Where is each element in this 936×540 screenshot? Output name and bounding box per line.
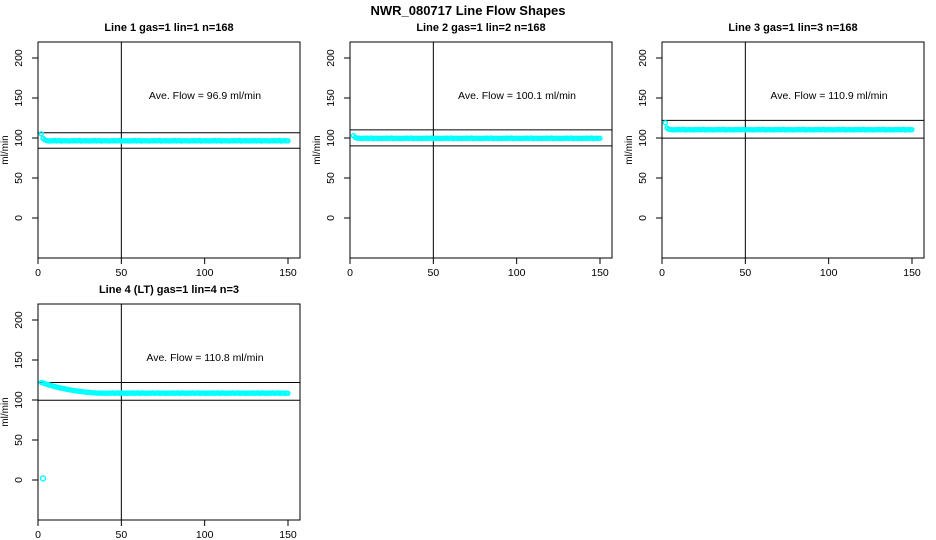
y-axis: 0 50 100 150 200 bbox=[13, 49, 38, 221]
plot-box bbox=[37, 303, 301, 521]
svg-text:100: 100 bbox=[13, 391, 25, 409]
svg-text:100: 100 bbox=[13, 129, 25, 147]
svg-text:200: 200 bbox=[13, 49, 25, 67]
svg-text:100: 100 bbox=[637, 129, 649, 147]
svg-text:50: 50 bbox=[115, 267, 127, 279]
svg-text:0: 0 bbox=[13, 477, 25, 483]
svg-text:50: 50 bbox=[115, 529, 127, 540]
plot-box bbox=[661, 41, 925, 259]
ave-flow-annotation: Ave. Flow = 110.9 ml/min bbox=[770, 90, 887, 102]
x-axis: 0 50 100 150 bbox=[347, 258, 609, 279]
svg-text:150: 150 bbox=[13, 89, 25, 107]
data-points bbox=[350, 132, 603, 142]
svg-text:150: 150 bbox=[13, 351, 25, 369]
svg-text:50: 50 bbox=[427, 267, 439, 279]
svg-text:100: 100 bbox=[508, 267, 526, 279]
subplot-line-2: 0 50 100 150 0 50 100 150 200 ml/min Line 2 gas=1 … bbox=[312, 22, 613, 279]
svg-text:50: 50 bbox=[637, 172, 649, 184]
svg-text:150: 150 bbox=[637, 89, 649, 107]
data-points bbox=[38, 379, 291, 482]
ave-flow-annotation: Ave. Flow = 110.8 ml/min bbox=[146, 352, 263, 364]
svg-text:150: 150 bbox=[591, 267, 609, 279]
y-axis-label: ml/min bbox=[0, 135, 11, 164]
ave-flow-annotation: Ave. Flow = 96.9 ml/min bbox=[149, 90, 261, 102]
y-axis: 0 50 100 150 200 bbox=[637, 49, 662, 221]
x-axis: 0 50 100 150 bbox=[35, 258, 297, 279]
svg-text:100: 100 bbox=[196, 267, 214, 279]
svg-text:200: 200 bbox=[13, 311, 25, 329]
subplot-line-1: 0 50 100 150 0 50 100 150 200 ml/min Line 1 gas=1 … bbox=[0, 22, 301, 279]
data-points bbox=[662, 120, 915, 133]
subplot-title: Line 2 gas=1 lin=2 n=168 bbox=[416, 22, 545, 34]
subplot-title: Line 1 gas=1 lin=1 n=168 bbox=[104, 22, 233, 34]
plot-box bbox=[37, 41, 301, 259]
svg-text:0: 0 bbox=[13, 215, 25, 221]
svg-text:150: 150 bbox=[279, 529, 297, 540]
svg-text:150: 150 bbox=[279, 267, 297, 279]
svg-text:100: 100 bbox=[820, 267, 838, 279]
svg-text:50: 50 bbox=[13, 434, 25, 446]
svg-text:0: 0 bbox=[659, 267, 665, 279]
svg-text:150: 150 bbox=[325, 89, 337, 107]
subplot-line-4: 0 50 100 150 0 50 100 150 200 ml/min Line 4 (LT) g… bbox=[0, 284, 301, 540]
x-axis: 0 50 100 150 bbox=[659, 258, 921, 279]
svg-text:0: 0 bbox=[325, 215, 337, 221]
svg-text:0: 0 bbox=[637, 215, 649, 221]
svg-text:200: 200 bbox=[325, 49, 337, 67]
y-axis: 0 50 100 150 200 bbox=[325, 49, 350, 221]
subplot-title: Line 4 (LT) gas=1 lin=4 n=3 bbox=[99, 284, 239, 296]
svg-text:100: 100 bbox=[325, 129, 337, 147]
main-title: NWR_080717 Line Flow Shapes bbox=[370, 3, 566, 18]
svg-text:50: 50 bbox=[325, 172, 337, 184]
y-axis-label: ml/min bbox=[624, 135, 635, 164]
subplot-line-3: 0 50 100 150 0 50 100 150 200 ml/min Line 3 gas=1 … bbox=[624, 22, 925, 279]
y-axis-label: ml/min bbox=[312, 135, 323, 164]
svg-text:100: 100 bbox=[196, 529, 214, 540]
ave-flow-annotation: Ave. Flow = 100.1 ml/min bbox=[458, 90, 576, 102]
plot-box bbox=[349, 41, 613, 259]
x-axis: 0 50 100 150 bbox=[35, 520, 297, 540]
svg-text:150: 150 bbox=[903, 267, 921, 279]
svg-text:0: 0 bbox=[35, 529, 41, 540]
svg-text:50: 50 bbox=[13, 172, 25, 184]
svg-text:0: 0 bbox=[347, 267, 353, 279]
data-points bbox=[38, 131, 291, 144]
svg-text:50: 50 bbox=[739, 267, 751, 279]
subplot-title: Line 3 gas=1 lin=3 n=168 bbox=[728, 22, 857, 34]
y-axis-label: ml/min bbox=[0, 397, 11, 426]
svg-text:200: 200 bbox=[637, 49, 649, 67]
y-axis: 0 50 100 150 200 bbox=[13, 311, 38, 483]
svg-text:0: 0 bbox=[35, 267, 41, 279]
